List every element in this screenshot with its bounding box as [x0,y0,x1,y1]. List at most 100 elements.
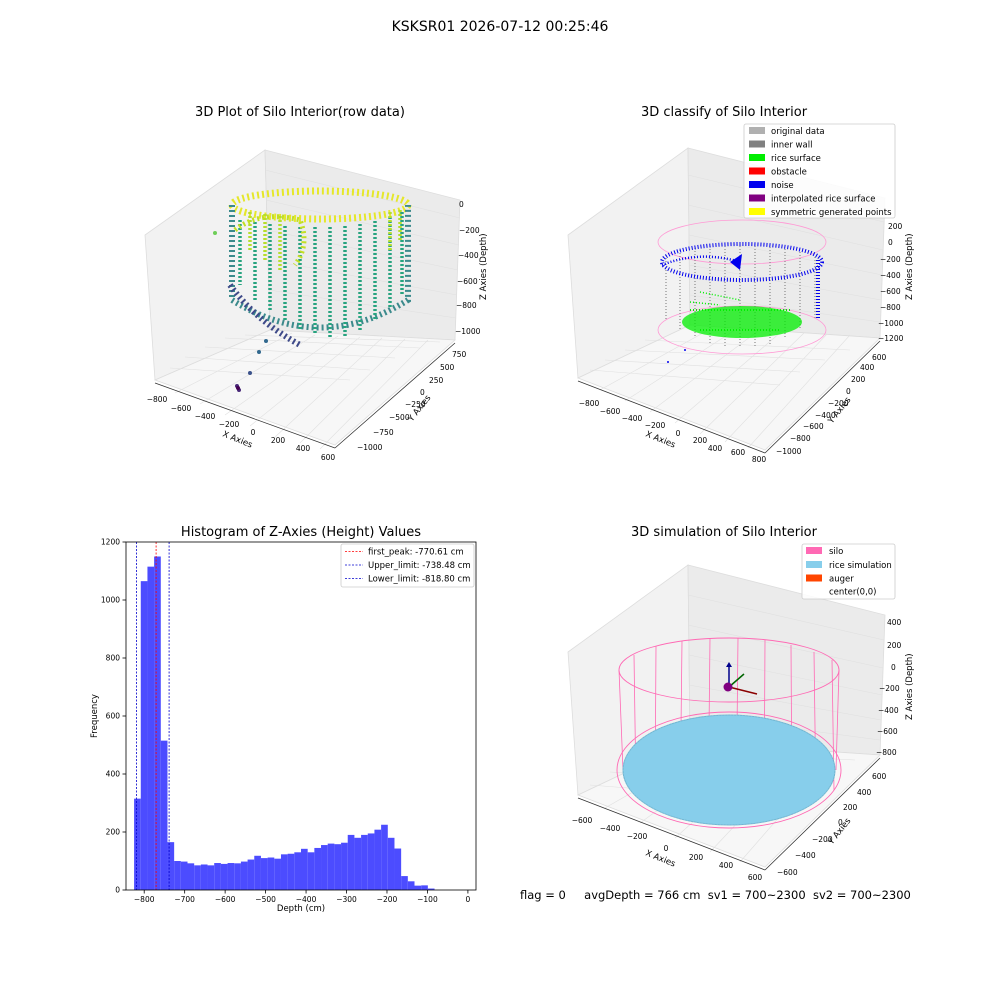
classify-z-tick: −400 [880,271,901,280]
histogram-bar [341,842,348,890]
histogram-bar [280,854,288,890]
raw-z-tick: −800 [456,301,477,310]
histogram-x-tick-label: −100 [417,895,438,904]
status-footer: flag = 0 avgDepth = 766 cm sv1 = 700~230… [520,888,911,902]
simulation-x-tick: 600 [748,873,763,882]
raw-3d-box [144,149,461,450]
legend-item-upper-limit: Upper_limit: -738.48 cm [345,561,471,571]
legend-label: inner wall [771,141,812,151]
legend-swatch [806,561,822,568]
classify-y-ticks: −1000 −800 −600 −400 −200 0 200 400 600 [776,353,887,456]
histogram-bar [314,847,322,890]
simulation-z-tick: 0 [891,663,896,672]
legend-label: obstacle [771,168,807,178]
histogram-bar [214,863,221,890]
silo-bottom-ring [616,711,842,829]
simulation-x-tick: −600 [572,816,593,825]
histogram-bar [134,798,141,890]
panel-classify-3d: 3D classify of Silo Interior [567,105,915,464]
legend-item-original-data: original data [749,127,825,137]
raw-z-tick: −400 [458,251,479,260]
legend-item-auger: auger [806,574,854,585]
histogram-x-tick-label: −400 [296,895,317,904]
legend-swatch [749,127,765,134]
legend-swatch [749,208,765,215]
classify-y-tick: −1000 [776,447,802,456]
auger-marker [723,662,758,695]
histogram-y-tick-label: 1000 [101,596,120,605]
raw-y-tick: 250 [429,376,444,385]
legend-label: original data [771,127,825,137]
sv2-readout: sv2 = 700~2300 [812,888,911,902]
histogram-bar [187,863,195,890]
histogram-bar [194,865,201,890]
classify-z-tick: 200 [888,222,903,231]
histogram-bar [220,863,228,890]
panel-raw-3d: 3D Plot of Silo Interior(row data) − [144,105,489,462]
histogram-bar [227,863,235,890]
sv1-readout: sv1 = 700~2300 [707,888,806,902]
panel-raw-title: 3D Plot of Silo Interior(row data) [195,105,405,120]
histogram-bar [294,852,301,890]
classify-x-ticks: −800 −600 −400 −200 0 200 400 600 800 [579,399,767,464]
raw-x-tick: 200 [271,436,286,445]
legend-label: symmetric generated points [771,208,892,218]
histogram-bar [367,833,375,890]
histogram-y-tick-label: 0 [115,886,120,895]
simulation-rice-surface [622,714,836,826]
raw-z-tick: −600 [457,277,478,286]
raw-x-tick: 0 [251,428,256,437]
histogram-bar [174,861,181,890]
legend-item-rice-simulation: rice simulation [806,561,892,571]
histogram-x-tick-label: 0 [466,895,471,904]
legend-swatch [806,574,822,582]
raw-x-tick: −600 [171,404,192,413]
raw-y-tick: 0 [420,388,425,397]
histogram-reference-lines [136,542,170,890]
histogram-bar [381,824,388,890]
legend-item-silo: silo [806,547,843,557]
histogram-bar [160,740,168,890]
histogram-bar [374,829,382,890]
histogram-bar [327,843,335,890]
simulation-y-ticks: −600 −400 −200 0 200 400 600 [777,772,887,877]
histogram-bar [361,834,368,890]
legend-swatch [806,547,822,554]
histogram-title: Histogram of Z-Axies (Height) Values [181,525,421,540]
histogram-x-tick-label: −200 [377,895,398,904]
classify-y-tick: −800 [790,434,811,443]
classify-z-tick: −1200 [878,334,904,343]
histogram-x-tick-label: −600 [215,895,236,904]
classify-y-tick: 200 [851,375,866,384]
raw-point-cloud [213,187,412,392]
simulation-x-tick: −200 [627,832,648,841]
simulation-z-ticks: −800 −600 −400 −200 0 200 400 [876,618,902,757]
legend-swatch [749,154,765,161]
classify-x-tick: 200 [693,436,708,445]
histogram-bar [254,855,261,890]
histogram-x-tick-label: −800 [134,895,155,904]
classify-x-tick: −600 [600,407,621,416]
classify-y-tick: −600 [803,422,824,431]
classify-x-tick: 800 [752,455,767,464]
histogram-bar [414,885,422,890]
histogram-bars [134,556,435,890]
raw-z-ticks: −1000 −800 −600 −400 −200 0 [455,200,481,336]
legend-swatch [749,181,765,188]
histogram-y-tick-label: 200 [106,828,121,837]
histogram-bar [321,845,328,890]
histogram-bar [421,885,428,890]
simulation-x-tick: 200 [689,853,704,862]
histogram-y-ticks: 0 200 400 600 800 1000 1200 [101,538,126,895]
simulation-x-tick: −400 [600,824,621,833]
raw-x-tick: 400 [296,444,311,453]
classify-z-tick: −1000 [878,319,904,328]
legend-item-inner-wall: inner wall [749,140,812,151]
panel-simulation-3d: 3D simulation of Silo Interior [567,525,915,882]
raw-z-tick: −200 [459,226,480,235]
histogram-bar [354,837,362,890]
legend-label: interpolated rice surface [771,195,876,205]
raw-x-tick: −200 [219,420,240,429]
raw-x-tick: −800 [147,395,168,404]
